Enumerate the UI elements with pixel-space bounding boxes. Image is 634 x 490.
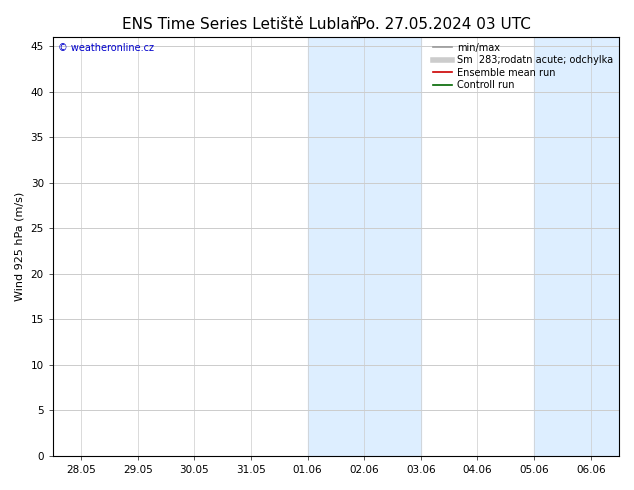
- Bar: [534, 37, 619, 456]
- Bar: [307, 37, 421, 456]
- Text: © weatheronline.cz: © weatheronline.cz: [58, 43, 155, 53]
- Text: ENS Time Series Letiště Lublaň: ENS Time Series Letiště Lublaň: [122, 17, 359, 32]
- Text: Po. 27.05.2024 03 UTC: Po. 27.05.2024 03 UTC: [357, 17, 531, 32]
- Y-axis label: Wind 925 hPa (m/s): Wind 925 hPa (m/s): [15, 192, 25, 301]
- Legend: min/max, Sm  283;rodatn acute; odchylka, Ensemble mean run, Controll run: min/max, Sm 283;rodatn acute; odchylka, …: [429, 39, 617, 94]
